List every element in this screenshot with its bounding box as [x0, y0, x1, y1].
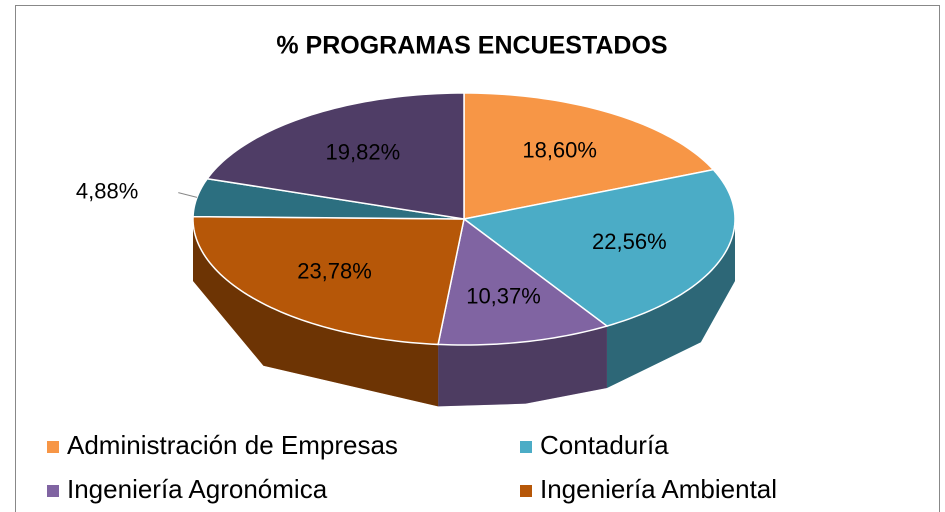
legend-swatch: [520, 441, 532, 453]
slice-side: [193, 219, 439, 407]
legend-swatch: [520, 485, 532, 497]
legend-swatch: [47, 441, 59, 453]
legend-label: Contaduría: [540, 430, 669, 460]
slice-side-shade: [606, 219, 735, 389]
slice: [463, 92, 715, 220]
slice-side-shade: [193, 219, 439, 407]
data-label: 18,60%: [522, 138, 597, 163]
legend-label: Administración de Empresas: [67, 430, 398, 460]
chart-title: % PROGRAMAS ENCUESTADOS: [276, 32, 667, 60]
slice: [437, 217, 609, 346]
slice: [205, 92, 465, 220]
legend-label: Ingeniería Ambiental: [540, 474, 777, 504]
data-label: 4,88%: [76, 178, 138, 203]
data-label: 19,82%: [326, 139, 401, 164]
slice: [462, 168, 736, 327]
slice: [192, 215, 465, 346]
legend-swatch: [47, 485, 59, 497]
slice-side: [606, 219, 735, 389]
data-label: 22,56%: [592, 229, 667, 254]
slice-side: [438, 326, 607, 407]
data-label: 23,78%: [297, 258, 372, 283]
data-label: 10,37%: [466, 283, 541, 308]
leader-line: [178, 192, 198, 198]
slice-side-shade: [438, 326, 607, 407]
legend-label: Ingeniería Agronómica: [67, 474, 328, 504]
